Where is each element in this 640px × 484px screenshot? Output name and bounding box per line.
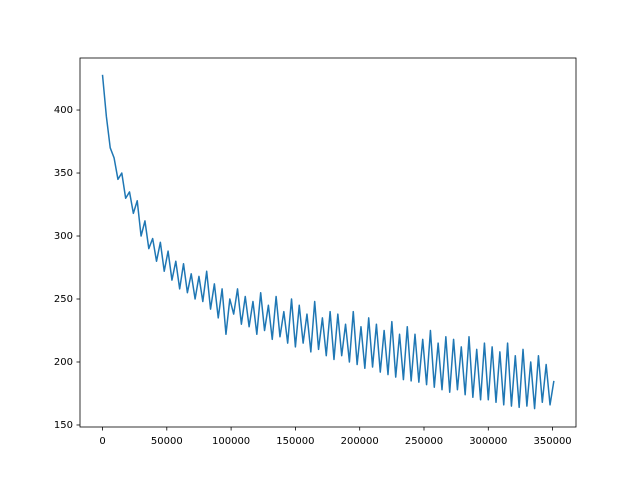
y-tick-label: 150 bbox=[54, 420, 73, 431]
y-tick-label: 400 bbox=[54, 105, 73, 116]
x-tick-label: 100000 bbox=[212, 436, 250, 447]
y-tick-label: 350 bbox=[54, 168, 73, 179]
x-tick-label: 350000 bbox=[534, 436, 572, 447]
x-tick-label: 300000 bbox=[469, 436, 507, 447]
plot-frame bbox=[79, 57, 577, 428]
x-tick-label: 50000 bbox=[151, 436, 183, 447]
x-tick-label: 200000 bbox=[341, 436, 379, 447]
y-tick-label: 300 bbox=[54, 231, 73, 242]
x-tick-label: 250000 bbox=[405, 436, 443, 447]
line-series bbox=[101, 74, 555, 410]
x-tick-label: 0 bbox=[99, 436, 105, 447]
y-tick-label: 200 bbox=[54, 357, 73, 368]
y-tick-label: 250 bbox=[54, 294, 73, 305]
x-tick-label: 150000 bbox=[276, 436, 314, 447]
